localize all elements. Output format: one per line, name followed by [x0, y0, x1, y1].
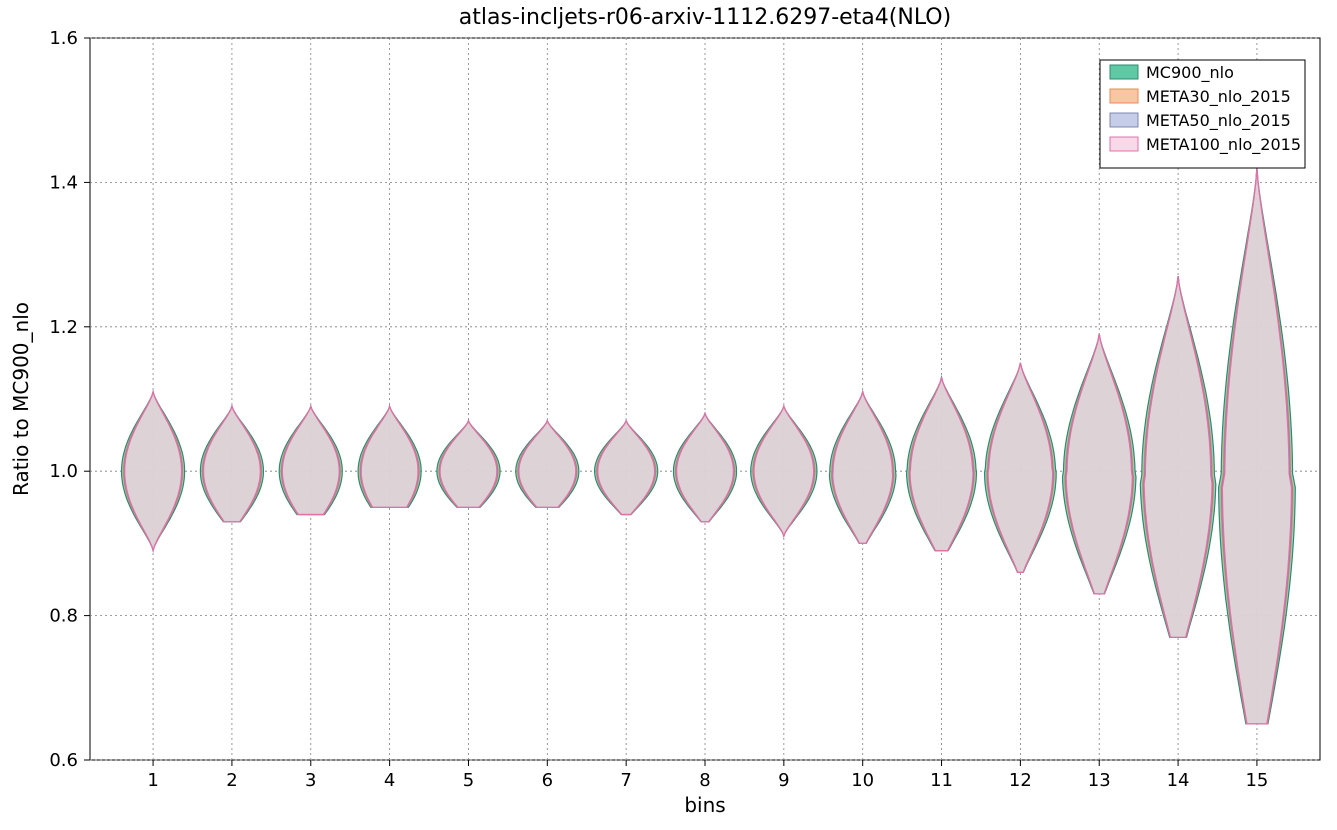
x-tick-label: 2: [226, 770, 237, 791]
violin-META100_nlo_2015-bin-9: [754, 406, 814, 536]
legend: MC900_nlo META30_nlo_2015 META50_nlo_2015 M…: [1100, 60, 1305, 168]
x-tick-label: 8: [699, 770, 710, 791]
x-axis-label: bins: [684, 793, 725, 817]
x-tick-label: 14: [1167, 770, 1190, 791]
violin-chart: atlas-incljets-r06-arxiv-1112.6297-eta4(…: [0, 0, 1337, 830]
legend-swatch: [1110, 65, 1138, 79]
violin-META100_nlo_2015-bin-13: [1066, 334, 1132, 594]
legend-label: MC900_nlo: [1146, 63, 1234, 83]
legend-label: META100_nlo_2015: [1146, 135, 1301, 155]
violin-META100_nlo_2015-bin-10: [833, 392, 893, 544]
x-tick-label: 6: [542, 770, 553, 791]
chart-svg: atlas-incljets-r06-arxiv-1112.6297-eta4(…: [0, 0, 1337, 830]
legend-swatch: [1110, 89, 1138, 103]
legend-swatch: [1110, 137, 1138, 151]
violin-META100_nlo_2015-bin-11: [910, 377, 973, 550]
violin-META100_nlo_2015-bin-8: [677, 413, 734, 521]
x-tick-label: 4: [384, 770, 395, 791]
violin-META100_nlo_2015-bin-7: [598, 421, 655, 515]
y-tick-label: 0.8: [49, 606, 78, 627]
x-tick-label: 1: [147, 770, 158, 791]
violin-META100_nlo_2015-bin-1: [125, 392, 182, 551]
x-tick-label: 7: [620, 770, 631, 791]
y-tick-label: 1.4: [49, 172, 78, 193]
y-tick-label: 1.6: [49, 28, 78, 49]
x-tick-label: 10: [851, 770, 874, 791]
x-ticks: 123456789101112131415: [147, 760, 1268, 791]
legend-label: META30_nlo_2015: [1146, 87, 1291, 107]
legend-label: META50_nlo_2015: [1146, 111, 1291, 131]
x-tick-label: 12: [1009, 770, 1032, 791]
y-axis-label: Ratio to MC900_nlo: [9, 302, 33, 496]
violin-META100_nlo_2015-bin-3: [282, 406, 339, 514]
x-tick-label: 9: [778, 770, 789, 791]
y-ticks: 0.6 0.8 1.0 1.2 1.4 1.6: [49, 28, 90, 771]
chart-title: atlas-incljets-r06-arxiv-1112.6297-eta4(…: [459, 5, 951, 30]
violin-META100_nlo_2015-bin-4: [361, 406, 418, 507]
x-tick-label: 11: [930, 770, 953, 791]
x-tick-label: 3: [305, 770, 316, 791]
x-tick-label: 15: [1245, 770, 1268, 791]
violins: [122, 168, 1296, 724]
x-tick-label: 13: [1088, 770, 1111, 791]
legend-swatch: [1110, 113, 1138, 127]
y-tick-label: 1.0: [49, 461, 78, 482]
y-tick-label: 1.2: [49, 317, 78, 338]
violin-META100_nlo_2015-bin-6: [519, 421, 576, 508]
x-tick-label: 5: [463, 770, 474, 791]
violin-META100_nlo_2015-bin-12: [988, 363, 1053, 572]
y-tick-label: 0.6: [49, 750, 78, 771]
violin-META100_nlo_2015-bin-5: [440, 421, 497, 508]
